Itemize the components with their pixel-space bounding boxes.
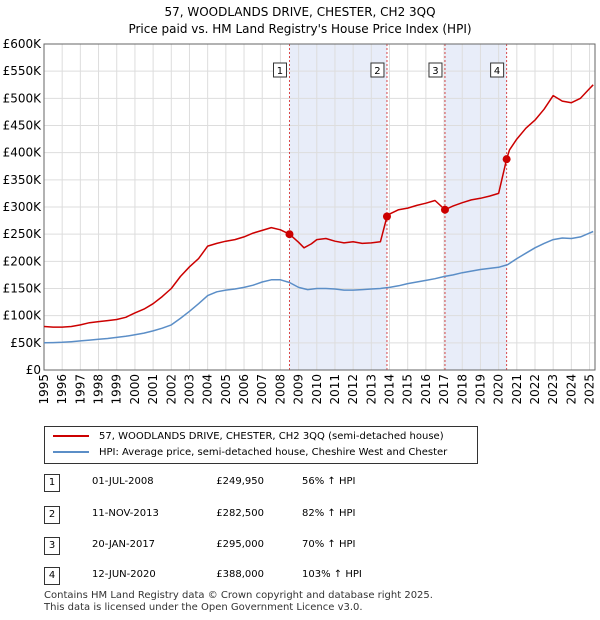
- y-tick-label: £0: [26, 363, 41, 377]
- x-tick-label: 2012: [346, 374, 360, 405]
- x-tick-label: 2005: [219, 374, 233, 405]
- sale-marker-label: 2: [374, 66, 380, 77]
- sale-marker-label: 1: [277, 66, 283, 77]
- x-tick-label: 2002: [164, 374, 178, 405]
- x-tick-label: 2018: [455, 374, 469, 405]
- y-tick-label: £350K: [3, 173, 43, 187]
- x-tick-label: 1999: [110, 374, 124, 405]
- y-tick-label: £600K: [3, 37, 43, 51]
- transaction-hpi: 103% ↑ HPI: [302, 569, 362, 580]
- footer-copyright: Contains HM Land Registry data © Crown c…: [44, 590, 433, 601]
- x-tick-label: 2023: [546, 374, 560, 405]
- x-tick-label: 1997: [73, 374, 87, 405]
- y-tick-label: £50K: [10, 336, 42, 350]
- x-tick-label: 2000: [128, 374, 142, 405]
- footer-licence: This data is licensed under the Open Gov…: [44, 602, 363, 613]
- x-tick-label: 2004: [201, 374, 215, 405]
- x-tick-label: 2013: [364, 374, 378, 405]
- y-tick-label: £250K: [3, 227, 43, 241]
- x-tick-label: 2021: [510, 374, 524, 405]
- y-tick-label: £450K: [3, 119, 43, 133]
- legend-label-property: 57, WOODLANDS DRIVE, CHESTER, CH2 3QQ (s…: [99, 431, 444, 442]
- x-tick-label: 2009: [292, 374, 306, 405]
- transaction-number: 3: [44, 537, 60, 555]
- x-tick-label: 2022: [528, 374, 542, 405]
- legend-item-property: 57, WOODLANDS DRIVE, CHESTER, CH2 3QQ (s…: [53, 429, 444, 445]
- transaction-date: 11-NOV-2013: [92, 508, 159, 519]
- sale-marker-label: 3: [432, 66, 438, 77]
- transaction-date: 12-JUN-2020: [92, 569, 156, 580]
- x-tick-label: 1998: [92, 374, 106, 405]
- legend-label-hpi: HPI: Average price, semi-detached house,…: [99, 447, 448, 458]
- y-tick-label: £500K: [3, 91, 43, 105]
- y-tick-label: £550K: [3, 64, 43, 78]
- chart-title: 57, WOODLANDS DRIVE, CHESTER, CH2 3QQ Pr…: [0, 4, 600, 38]
- transaction-date: 20-JAN-2017: [92, 539, 156, 550]
- hpi-line: [43, 230, 594, 344]
- x-tick-label: 2008: [273, 374, 287, 405]
- legend: 57, WOODLANDS DRIVE, CHESTER, CH2 3QQ (s…: [44, 426, 478, 464]
- transaction-hpi: 70% ↑ HPI: [302, 539, 356, 550]
- x-tick-label: 2001: [146, 374, 160, 405]
- x-tick-label: 2020: [492, 374, 506, 405]
- y-tick-label: £150K: [3, 282, 43, 296]
- footer: Contains HM Land Registry data © Crown c…: [44, 590, 433, 614]
- x-tick-label: 2014: [383, 374, 397, 405]
- x-tick-label: 1995: [37, 374, 51, 405]
- transaction-price: £295,000: [216, 539, 264, 550]
- x-tick-label: 2017: [437, 374, 451, 405]
- sale-marker-box: [370, 62, 385, 78]
- chart-title-line2: Price paid vs. HM Land Registry's House …: [128, 22, 472, 36]
- x-tick-label: 2016: [419, 374, 433, 405]
- y-tick-label: £200K: [3, 254, 43, 268]
- sale-marker-box: [428, 62, 443, 78]
- x-tick-label: 2019: [473, 374, 487, 405]
- transaction-price: £388,000: [216, 569, 264, 580]
- sale-marker-label: 4: [494, 66, 500, 77]
- plot-frame: [43, 43, 596, 371]
- x-tick-label: 2024: [564, 374, 578, 405]
- transaction-date: 01-JUL-2008: [92, 476, 154, 487]
- x-tick-label: 2003: [182, 374, 196, 405]
- x-tick-label: 2006: [237, 374, 251, 405]
- transaction-number: 4: [44, 567, 60, 585]
- x-tick-label: 2015: [401, 374, 415, 405]
- y-tick-label: £300K: [3, 200, 43, 214]
- x-tick-label: 2011: [328, 374, 342, 405]
- price-chart: £0 £50K £100K £150K £200K £250K £300K £350K £400…: [3, 37, 597, 405]
- transaction-price: £249,950: [216, 476, 264, 487]
- legend-swatch-property: [53, 435, 89, 437]
- sale-marker-box: [490, 62, 505, 78]
- sale-marker-box: [272, 62, 287, 78]
- chart-title-line1: 57, WOODLANDS DRIVE, CHESTER, CH2 3QQ: [164, 5, 436, 19]
- sale-point: [285, 230, 294, 239]
- sale-point: [440, 205, 449, 214]
- transaction-hpi: 82% ↑ HPI: [302, 508, 356, 519]
- x-tick-label: 2025: [583, 374, 597, 405]
- transaction-number: 2: [44, 506, 60, 524]
- sale-point: [382, 212, 391, 221]
- y-tick-label: £100K: [3, 309, 43, 323]
- x-tick-label: 2007: [255, 374, 269, 405]
- transaction-number: 1: [44, 474, 60, 492]
- legend-item-hpi: HPI: Average price, semi-detached house,…: [53, 445, 447, 461]
- y-tick-label: £400K: [3, 146, 43, 160]
- x-tick-label: 1996: [55, 374, 69, 405]
- sale-point: [502, 155, 511, 164]
- transaction-hpi: 56% ↑ HPI: [302, 476, 356, 487]
- transaction-price: £282,500: [216, 508, 264, 519]
- x-tick-label: 2010: [310, 374, 324, 405]
- legend-swatch-hpi: [53, 451, 89, 453]
